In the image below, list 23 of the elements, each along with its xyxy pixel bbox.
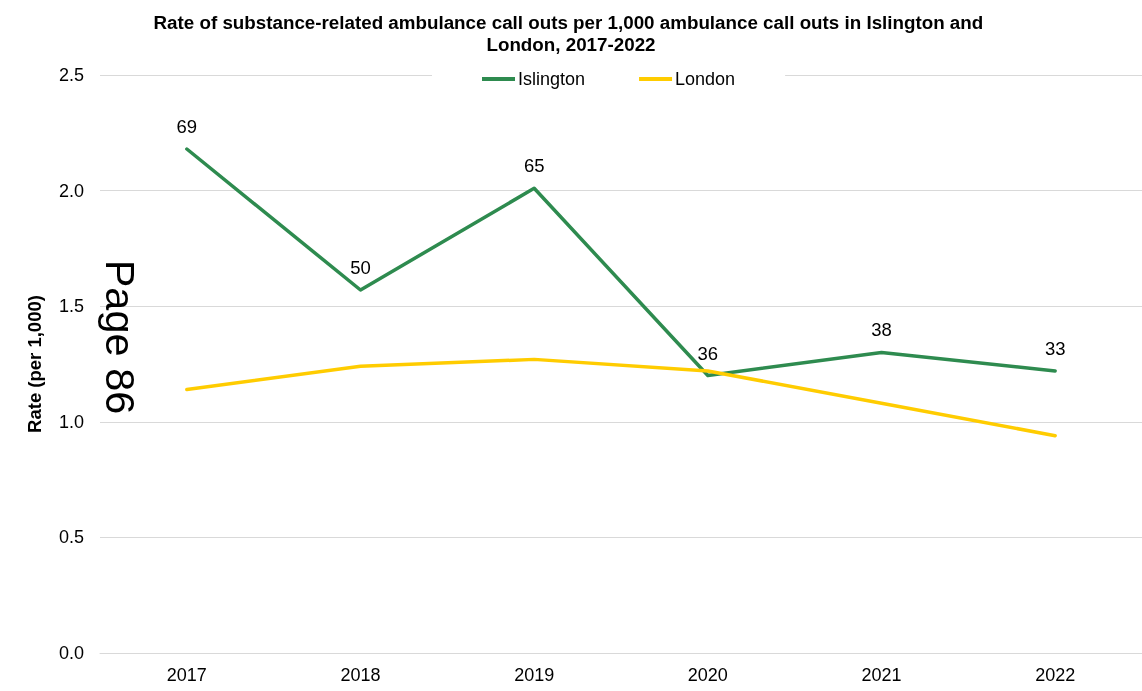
annotation: 65 xyxy=(523,155,545,177)
x-tick-label: 2021 xyxy=(861,665,902,685)
y-tick-label: 0.5 xyxy=(58,527,84,548)
annotation: 33 xyxy=(1044,337,1066,359)
annotation: 69 xyxy=(176,115,198,137)
y-tick-label: 0.0 xyxy=(58,643,84,663)
y-tick-label: 1.0 xyxy=(58,411,84,432)
legend-label: Islington xyxy=(518,69,586,89)
y-tick-label: 1.5 xyxy=(58,296,84,317)
x-tick-label: 2020 xyxy=(687,665,728,685)
x-tick-label: 2022 xyxy=(1035,665,1076,685)
x-tick-label: 2017 xyxy=(166,665,207,685)
annotation: Page 86 xyxy=(96,259,144,415)
x-tick-label: 2018 xyxy=(340,665,381,685)
x-tick-label: 2019 xyxy=(514,665,555,685)
annotation: 50 xyxy=(350,257,371,279)
y-axis-title: Rate (per 1,000) xyxy=(24,295,45,433)
chart-title: Rate of substance-related ambulance call outs per 1,000 ambulance call outs in Islington and London, 2017-2022 xyxy=(153,11,989,55)
y-tick-label: 2.0 xyxy=(58,180,84,201)
legend-label: London xyxy=(675,69,736,89)
y-tick-label: 2.5 xyxy=(58,65,84,85)
annotation: 36 xyxy=(697,342,719,364)
annotation: 38 xyxy=(871,319,892,341)
